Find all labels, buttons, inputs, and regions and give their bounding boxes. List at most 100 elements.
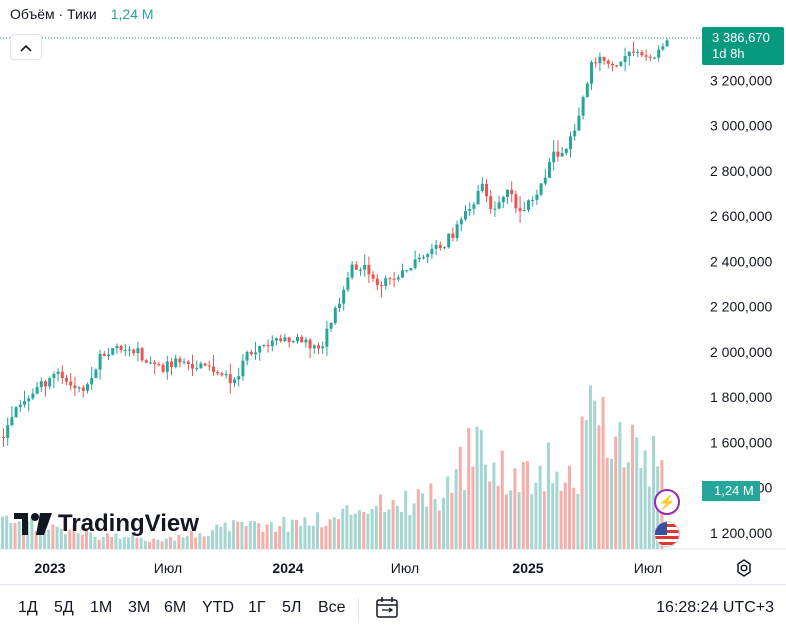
candle-body bbox=[493, 208, 497, 210]
volume-bar bbox=[89, 532, 93, 549]
volume-bar bbox=[131, 534, 135, 549]
candle-body bbox=[501, 196, 505, 203]
candle-body bbox=[468, 208, 472, 211]
settings-icon[interactable] bbox=[734, 558, 754, 583]
candle-body bbox=[153, 362, 157, 365]
timeframe-6m-button[interactable]: 6М bbox=[164, 599, 187, 616]
timeframe-5y-button[interactable]: 5Л bbox=[282, 599, 302, 616]
candle-body bbox=[182, 361, 186, 363]
volume-bar bbox=[5, 515, 9, 549]
volume-bar bbox=[379, 494, 382, 549]
timeframe-1m-button[interactable]: 1М bbox=[90, 599, 113, 616]
candle-body bbox=[115, 345, 119, 349]
volume-bar bbox=[295, 520, 298, 549]
lightning-icon[interactable]: ⚡ bbox=[654, 489, 680, 515]
calendar-range-icon[interactable] bbox=[374, 595, 400, 621]
tradingview-logo[interactable]: TradingView bbox=[14, 510, 199, 538]
volume-bar bbox=[232, 520, 235, 549]
volume-bar bbox=[509, 490, 513, 549]
candle-body bbox=[367, 264, 371, 275]
timeframe-1d-button[interactable]: 1Д bbox=[18, 599, 38, 616]
timeframe-all-button[interactable]: Все bbox=[318, 599, 346, 616]
candle-body bbox=[422, 257, 425, 259]
volume-bar bbox=[652, 436, 655, 549]
volume-bar bbox=[139, 537, 143, 549]
volume-bar bbox=[475, 426, 479, 549]
x-tick-label: Июл bbox=[634, 560, 662, 576]
candle-body bbox=[119, 345, 123, 350]
candle-body bbox=[455, 224, 459, 238]
timeframe-ytd-button[interactable]: YTD bbox=[202, 599, 234, 616]
volume-bar bbox=[253, 521, 256, 549]
volume-bar bbox=[274, 531, 277, 549]
volume-bar bbox=[488, 481, 492, 549]
volume-bar bbox=[236, 521, 240, 549]
timeframe-3m-button[interactable]: 3М bbox=[128, 599, 151, 616]
candle-body bbox=[321, 346, 325, 349]
x-tick-label: Июл bbox=[154, 560, 182, 576]
candle-body bbox=[573, 130, 577, 137]
y-tick-label: 3 000,000 bbox=[710, 118, 772, 134]
volume-price-label: 1,24 M bbox=[702, 481, 760, 501]
timeframe-5d-button[interactable]: 5Д bbox=[54, 599, 74, 616]
volume-bar bbox=[408, 515, 412, 549]
volume-legend: Объём · Тики 1,24 M bbox=[10, 6, 154, 22]
candle-body bbox=[90, 377, 94, 385]
timeframe-1y-button[interactable]: 1Г bbox=[248, 599, 266, 616]
candle-body bbox=[39, 381, 43, 387]
candle-body bbox=[413, 259, 417, 269]
candle-body bbox=[178, 358, 182, 363]
x-tick-label: Июл bbox=[391, 560, 419, 576]
candle-body bbox=[552, 151, 556, 163]
collapse-legend-button[interactable] bbox=[10, 34, 42, 60]
candle-body bbox=[283, 337, 287, 342]
volume-bar bbox=[169, 536, 172, 549]
volume-bar bbox=[143, 540, 147, 549]
volume-bar bbox=[555, 471, 559, 549]
candle-body bbox=[522, 209, 526, 212]
volume-bar bbox=[454, 469, 458, 549]
candle-body bbox=[598, 56, 602, 64]
volume-bar bbox=[190, 530, 193, 549]
volume-bar bbox=[458, 446, 462, 549]
candle-body bbox=[14, 407, 18, 418]
candle-body bbox=[308, 339, 312, 349]
candle-body bbox=[312, 345, 316, 349]
candle-body bbox=[636, 52, 640, 54]
clock-timezone[interactable]: 16:28:24 UTC+3 bbox=[656, 599, 774, 616]
candle-body bbox=[31, 393, 35, 399]
volume-bar bbox=[429, 483, 433, 549]
candle-body bbox=[161, 364, 165, 372]
volume-bar bbox=[76, 533, 80, 549]
volume-bar bbox=[626, 462, 630, 549]
tradingview-logo-text: TradingView bbox=[58, 510, 199, 537]
volume-bar bbox=[614, 436, 618, 549]
candle-body bbox=[144, 360, 148, 363]
volume-bar bbox=[391, 499, 395, 549]
candle-body bbox=[44, 381, 47, 387]
candle-body bbox=[354, 264, 358, 270]
volume-bar bbox=[395, 505, 399, 549]
candle-body bbox=[329, 323, 333, 329]
volume-bar bbox=[30, 517, 34, 549]
candle-body bbox=[111, 348, 115, 355]
y-tick-label: 2 600,000 bbox=[710, 208, 772, 224]
volume-bar bbox=[135, 537, 139, 549]
candle-body bbox=[371, 274, 375, 279]
candle-body bbox=[52, 373, 56, 379]
volume-bar bbox=[639, 468, 643, 549]
volume-bar bbox=[610, 458, 613, 549]
volume-bar bbox=[433, 499, 437, 549]
candle-body bbox=[434, 244, 438, 249]
candle-body bbox=[69, 381, 73, 386]
volume-bar bbox=[215, 524, 219, 549]
candle-body bbox=[514, 194, 518, 209]
volume-bar bbox=[345, 505, 349, 549]
candle-body bbox=[644, 55, 648, 57]
us-flag-icon[interactable] bbox=[654, 521, 680, 547]
volume-bar bbox=[177, 535, 181, 549]
candle-body bbox=[518, 208, 522, 212]
y-tick-label: 2 200,000 bbox=[710, 299, 772, 315]
